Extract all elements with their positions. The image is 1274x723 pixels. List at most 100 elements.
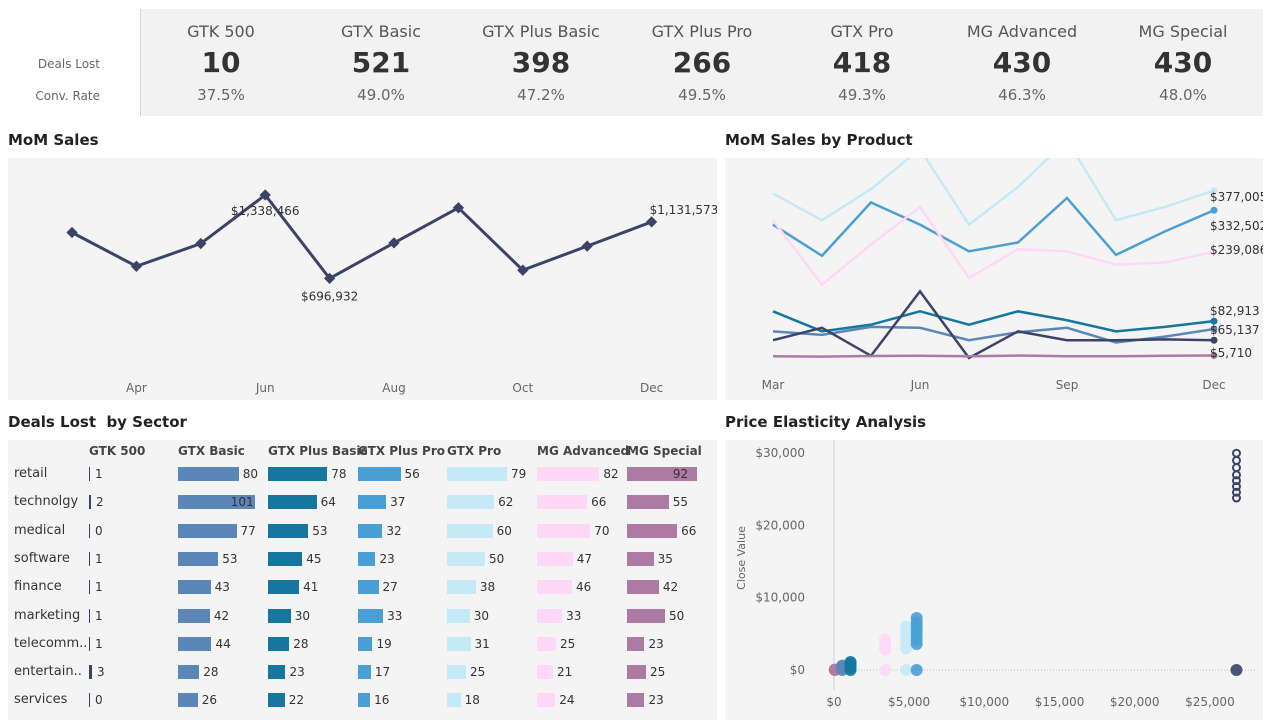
price-elasticity-chart[interactable]: $0 $10,000 $20,000 $30,000 $0 $5,000 $10,000 $1… xyxy=(725,440,1263,720)
sector-bar[interactable] xyxy=(537,467,600,481)
sector-bar[interactable] xyxy=(537,636,556,651)
scatter-point-gtk-500[interactable] xyxy=(1231,487,1241,497)
sector-bar[interactable] xyxy=(268,693,285,708)
kpi-gtx-plus-pro[interactable]: GTX Plus Pro 266 49.5% xyxy=(622,9,782,116)
mom-sales-point-nov[interactable] xyxy=(581,240,593,252)
sector-bar[interactable] xyxy=(89,693,90,708)
scatter-point-mg-advanced[interactable] xyxy=(879,664,892,676)
sector-bar[interactable] xyxy=(627,495,669,510)
sector-bar[interactable] xyxy=(537,665,553,680)
sector-bar[interactable] xyxy=(447,495,495,510)
scatter-point-gtx-plus-pro[interactable] xyxy=(910,664,923,676)
scatter-point-gtk-500[interactable] xyxy=(1231,463,1241,473)
sector-bar[interactable] xyxy=(358,636,373,651)
sector-bar[interactable] xyxy=(358,693,371,708)
scatter-point-gtk-500[interactable] xyxy=(1231,476,1241,486)
scatter-point-gtk-500[interactable] xyxy=(1231,481,1241,491)
sector-bar[interactable] xyxy=(268,551,303,566)
sector-bar[interactable] xyxy=(358,608,384,623)
sector-bar[interactable] xyxy=(358,665,371,680)
sector-bar[interactable] xyxy=(537,608,563,623)
sector-bar[interactable] xyxy=(447,551,485,566)
product-line-mg-advanced[interactable] xyxy=(772,205,1215,287)
mom-sales-point-dec[interactable] xyxy=(645,216,658,228)
mom-sales-point-mar[interactable] xyxy=(66,226,78,239)
sector-bar[interactable] xyxy=(627,523,678,538)
scatter-point-gtx-plus-basic[interactable] xyxy=(844,656,857,669)
sector-bar[interactable] xyxy=(447,608,470,623)
sector-bar[interactable] xyxy=(447,467,508,481)
product-line-end-point[interactable] xyxy=(1210,351,1218,359)
product-line-gtk-500[interactable] xyxy=(772,289,1215,360)
sector-bar[interactable] xyxy=(89,495,91,510)
sector-bar[interactable] xyxy=(89,665,92,680)
sector-bar[interactable] xyxy=(358,580,379,595)
product-line-gtx-plus-basic[interactable] xyxy=(772,310,1215,333)
sector-bar[interactable] xyxy=(447,523,493,538)
mom-sales-point-oct[interactable] xyxy=(517,264,529,276)
scatter-point-gtk-500[interactable] xyxy=(1231,493,1241,503)
kpi-gtx-plus-basic[interactable]: GTX Plus Basic 398 47.2% xyxy=(461,9,621,116)
sector-bar[interactable] xyxy=(268,467,328,481)
sector-bar[interactable] xyxy=(178,665,200,680)
product-line-end-point[interactable] xyxy=(1210,186,1218,194)
scatter-point-gtx-pro[interactable] xyxy=(900,664,913,676)
mom-sales-chart[interactable]: $1,338,466 $696,932 $1,131,573 Apr Jun Aug Oct… xyxy=(8,158,718,400)
sector-bar[interactable] xyxy=(537,693,556,708)
product-line-mg-special[interactable] xyxy=(772,354,1215,358)
kpi-gtk500[interactable]: GTK 500 10 37.5% xyxy=(141,9,301,116)
sector-bar[interactable] xyxy=(268,636,290,651)
product-line-end-point[interactable] xyxy=(1210,248,1218,256)
product-line-end-point[interactable] xyxy=(1210,317,1218,325)
sector-bar[interactable] xyxy=(627,467,697,481)
product-line-end-point[interactable] xyxy=(1210,325,1218,333)
sector-bar[interactable] xyxy=(627,551,654,566)
sector-bar[interactable] xyxy=(627,636,645,651)
sector-bar[interactable] xyxy=(89,608,90,623)
sector-bar[interactable] xyxy=(178,580,211,595)
mom-sales-point-apr[interactable] xyxy=(130,260,143,272)
sector-bar[interactable] xyxy=(627,665,646,680)
sector-bar[interactable] xyxy=(89,636,90,651)
mom-sales-by-product-chart[interactable]: $377,005 $332,502 $239,086 $82,913 $65,137 $5… xyxy=(725,138,1267,400)
sector-bar[interactable] xyxy=(89,467,90,481)
sector-bar[interactable] xyxy=(358,495,387,510)
product-line-end-point[interactable] xyxy=(1210,206,1218,214)
sector-bar[interactable] xyxy=(537,523,591,538)
sector-bar[interactable] xyxy=(358,523,383,538)
sector-bar[interactable] xyxy=(178,636,212,651)
sector-bar[interactable] xyxy=(89,523,90,538)
sector-bar[interactable] xyxy=(358,551,376,566)
kpi-gtx-basic[interactable]: GTX Basic 521 49.0% xyxy=(301,9,461,116)
product-line-end-point[interactable] xyxy=(1210,336,1218,344)
sector-bar[interactable] xyxy=(268,665,286,680)
product-line-gtx-pro[interactable] xyxy=(772,138,1215,227)
product-line-gtx-plus-pro[interactable] xyxy=(772,196,1215,258)
scatter-point-gtx-pro[interactable] xyxy=(900,620,913,633)
sector-bar[interactable] xyxy=(447,580,476,595)
sector-bar[interactable] xyxy=(268,608,291,623)
kpi-mg-advanced[interactable]: MG Advanced 430 46.3% xyxy=(942,9,1102,116)
sector-bar[interactable] xyxy=(537,580,572,595)
sector-bar[interactable] xyxy=(178,551,219,566)
scatter-point-gtk-500[interactable] xyxy=(1231,448,1241,458)
scatter-point-gtk-500[interactable] xyxy=(1231,455,1241,465)
sector-bar[interactable] xyxy=(627,580,659,595)
sector-bar[interactable] xyxy=(447,693,461,708)
sector-bar[interactable] xyxy=(537,495,588,510)
sector-bar[interactable] xyxy=(268,523,309,538)
sector-bar[interactable] xyxy=(627,693,645,708)
sector-bar[interactable] xyxy=(178,693,198,708)
sector-bar[interactable] xyxy=(178,523,237,538)
sector-bar[interactable] xyxy=(358,467,401,481)
scatter-point-gtk-500[interactable] xyxy=(1230,664,1243,676)
sector-bar[interactable] xyxy=(178,608,210,623)
sector-bar[interactable] xyxy=(537,551,573,566)
kpi-gtx-pro[interactable]: GTX Pro 418 49.3% xyxy=(782,9,942,116)
mom-sales-point-aug[interactable] xyxy=(388,237,400,249)
kpi-mg-special[interactable]: MG Special 430 48.0% xyxy=(1103,9,1263,116)
sector-bar[interactable] xyxy=(89,580,90,595)
scatter-point-mg-advanced[interactable] xyxy=(879,633,892,646)
sector-bar[interactable] xyxy=(178,467,239,481)
sector-bar[interactable] xyxy=(627,608,665,623)
